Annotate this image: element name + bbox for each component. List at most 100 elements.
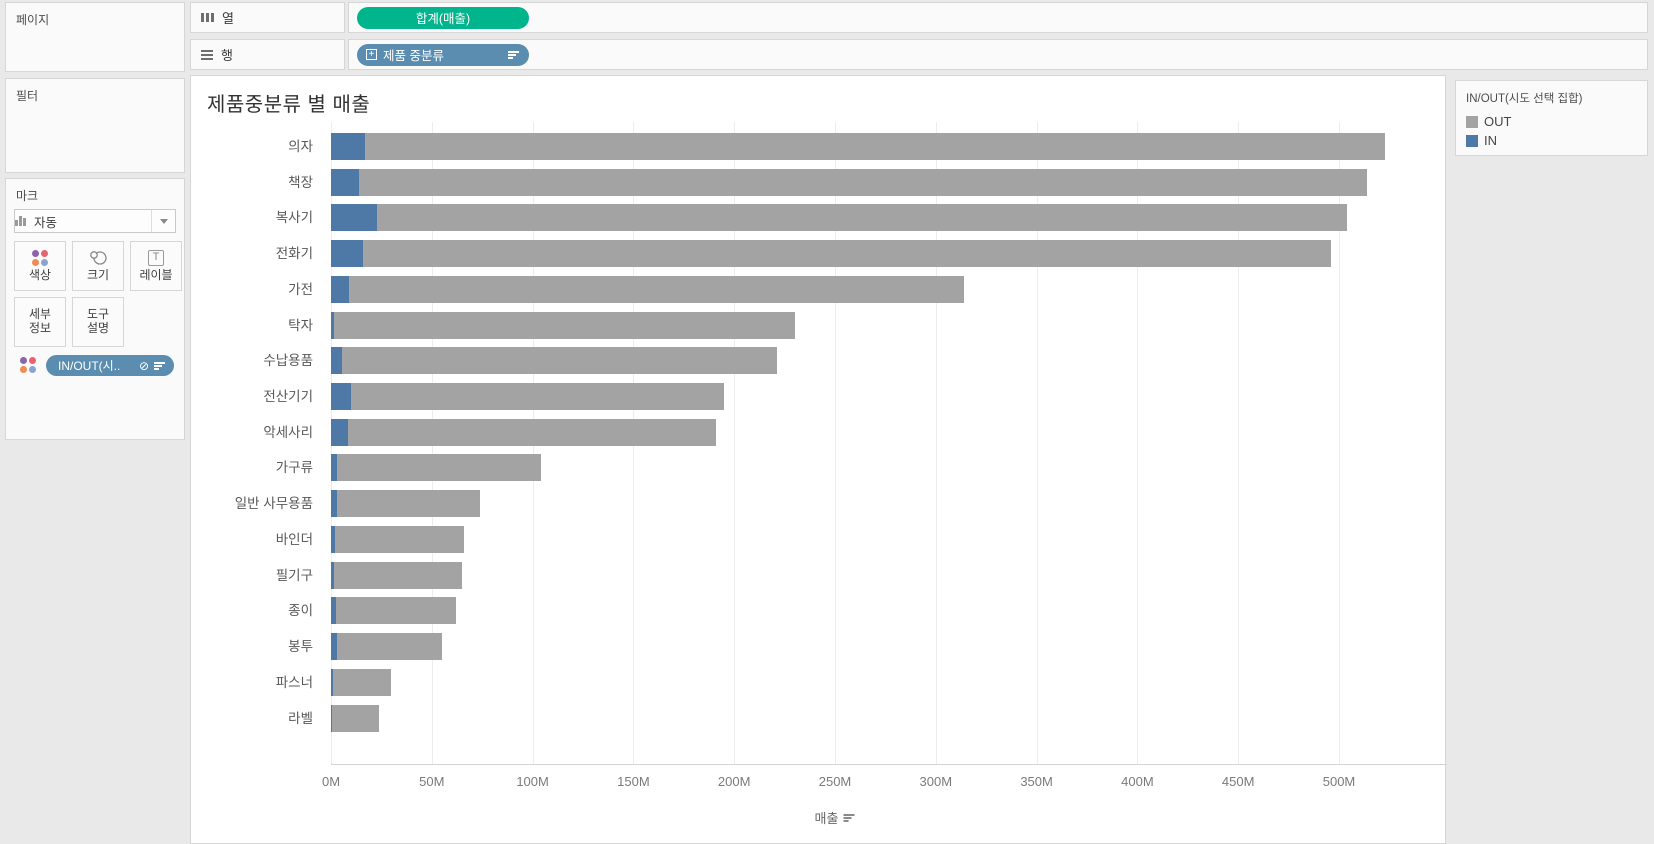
rows-shelf[interactable]: + 제품 중분류 — [348, 39, 1648, 70]
category-label[interactable]: 종이 — [288, 603, 313, 619]
bar-segment-in[interactable] — [331, 597, 337, 625]
dropdown-arrow-button[interactable] — [151, 210, 175, 232]
bar-segment-out[interactable] — [334, 311, 795, 339]
bar-segment-out[interactable] — [337, 454, 541, 482]
dimension-pill-label: 제품 중분류 — [383, 49, 444, 63]
bar-segment-in[interactable] — [331, 168, 360, 196]
x-tick-label: 400M — [1121, 774, 1154, 789]
bar-segment-out[interactable] — [332, 668, 392, 696]
category-label[interactable]: 탁자 — [288, 317, 313, 333]
category-label[interactable]: 복사기 — [275, 210, 313, 226]
bar-segment-in[interactable] — [331, 204, 378, 232]
dimension-pill-subcategory[interactable]: + 제품 중분류 — [357, 43, 529, 66]
color-shelf-icon — [20, 357, 36, 373]
category-label[interactable]: 악세사리 — [263, 424, 313, 440]
bar-row — [331, 275, 965, 303]
bar-segment-in[interactable] — [331, 633, 338, 661]
bar-segment-in[interactable] — [331, 561, 335, 589]
bar-segment-in[interactable] — [331, 240, 364, 268]
columns-icon — [201, 13, 214, 22]
x-tick-label: 450M — [1221, 774, 1255, 789]
bar-segment-in[interactable] — [331, 490, 338, 518]
x-tick-label: 0M — [321, 774, 341, 789]
bar-segment-out[interactable] — [351, 383, 725, 411]
bar-segment-in[interactable] — [331, 525, 336, 553]
x-tick-label: 100M — [516, 774, 549, 789]
bar-segment-out[interactable] — [337, 633, 442, 661]
category-label[interactable]: 파스너 — [275, 674, 313, 690]
chart-title[interactable]: 제품중분류 별 매출 — [207, 94, 371, 116]
bar-row — [331, 204, 1348, 232]
legend-label-out: OUT — [1484, 114, 1512, 129]
pages-shelf-title: 페이지 — [16, 13, 50, 27]
columns-shelf[interactable]: 합계(매출) — [348, 2, 1648, 33]
chevron-down-icon — [159, 218, 168, 224]
bar-segment-out[interactable] — [332, 704, 380, 732]
detail-button-label-1: 세부 — [28, 307, 52, 322]
bar-row — [331, 633, 442, 661]
bar-segment-out[interactable] — [335, 525, 465, 553]
category-label[interactable]: 전산기기 — [263, 389, 313, 405]
category-label[interactable]: 의자 — [288, 139, 313, 154]
color-button[interactable]: 색상 — [14, 241, 66, 291]
category-label[interactable]: 봉투 — [288, 639, 313, 655]
columns-shelf-header: 열 — [190, 2, 345, 33]
rows-icon — [201, 48, 213, 62]
x-tick-label: 300M — [919, 774, 953, 789]
bar-segment-in[interactable] — [331, 311, 335, 339]
size-button[interactable]: 크기 — [72, 241, 124, 291]
bar-segment-in[interactable] — [331, 133, 366, 160]
x-gridline — [835, 122, 836, 764]
tooltip-button-label-2: 설명 — [86, 321, 110, 335]
filters-shelf-title: 필터 — [16, 89, 39, 103]
bar-segment-out[interactable] — [342, 347, 777, 375]
legend-swatch-out — [1466, 115, 1478, 128]
bar-segment-in[interactable] — [331, 704, 332, 732]
x-axis-title[interactable]: 매출 — [815, 808, 856, 827]
category-label[interactable]: 일반 사무용품 — [234, 496, 313, 512]
set-field-pill[interactable]: IN/OUT(시.. ⊘ — [46, 355, 174, 376]
bar-row — [331, 418, 717, 446]
bar-segment-in[interactable] — [331, 347, 343, 375]
category-label[interactable]: 가전 — [288, 281, 313, 297]
category-label[interactable]: 책장 — [288, 174, 313, 190]
mark-type-value: 자동 — [34, 215, 58, 230]
bar-segment-in[interactable] — [331, 454, 338, 482]
category-label[interactable]: 바인더 — [275, 531, 313, 547]
bar-segment-in[interactable] — [331, 275, 350, 303]
legend-item-out[interactable]: OUT — [1456, 112, 1647, 131]
bar-segment-out[interactable] — [334, 561, 463, 589]
measure-pill-sum-sales[interactable]: 합계(매출) — [357, 6, 529, 29]
sort-descending-icon — [154, 361, 166, 371]
legend-title: IN/OUT(시도 선택 집합) — [1466, 93, 1583, 105]
label-button[interactable]: T 레이블 — [130, 241, 182, 291]
text-label-icon: T — [148, 249, 164, 266]
bar-segment-in[interactable] — [331, 418, 349, 446]
legend-item-in[interactable]: IN — [1456, 131, 1647, 150]
bar-segment-out[interactable] — [363, 240, 1331, 268]
mark-type-dropdown[interactable]: 자동 — [14, 209, 176, 233]
detail-button[interactable]: 세부 정보 — [14, 297, 66, 347]
bar-segment-out[interactable] — [337, 490, 481, 518]
pages-shelf[interactable]: 페이지 — [5, 2, 185, 72]
category-label[interactable]: 전화기 — [275, 246, 313, 262]
category-label[interactable]: 라벨 — [288, 710, 313, 726]
tooltip-button[interactable]: 도구 설명 — [72, 297, 124, 347]
bar-segment-out[interactable] — [377, 204, 1348, 232]
bar-segment-in[interactable] — [331, 383, 352, 411]
x-tick-label: 250M — [818, 774, 852, 789]
filters-shelf[interactable]: 필터 — [5, 78, 185, 173]
bar-segment-out[interactable] — [359, 168, 1368, 196]
bar-segment-in[interactable] — [331, 668, 333, 696]
category-label[interactable]: 필기구 — [275, 567, 313, 583]
bar-segment-out[interactable] — [365, 133, 1386, 160]
sort-descending-icon — [508, 50, 520, 60]
bar-segment-out[interactable] — [349, 275, 965, 303]
category-label[interactable]: 가구류 — [275, 460, 313, 476]
set-icon: ⊘ — [138, 358, 149, 373]
bar-segment-out[interactable] — [336, 597, 456, 625]
rows-shelf-label: 행 — [221, 48, 233, 63]
category-label[interactable]: 수납용품 — [263, 353, 313, 369]
bar-row — [331, 704, 380, 732]
bar-segment-out[interactable] — [348, 418, 717, 446]
